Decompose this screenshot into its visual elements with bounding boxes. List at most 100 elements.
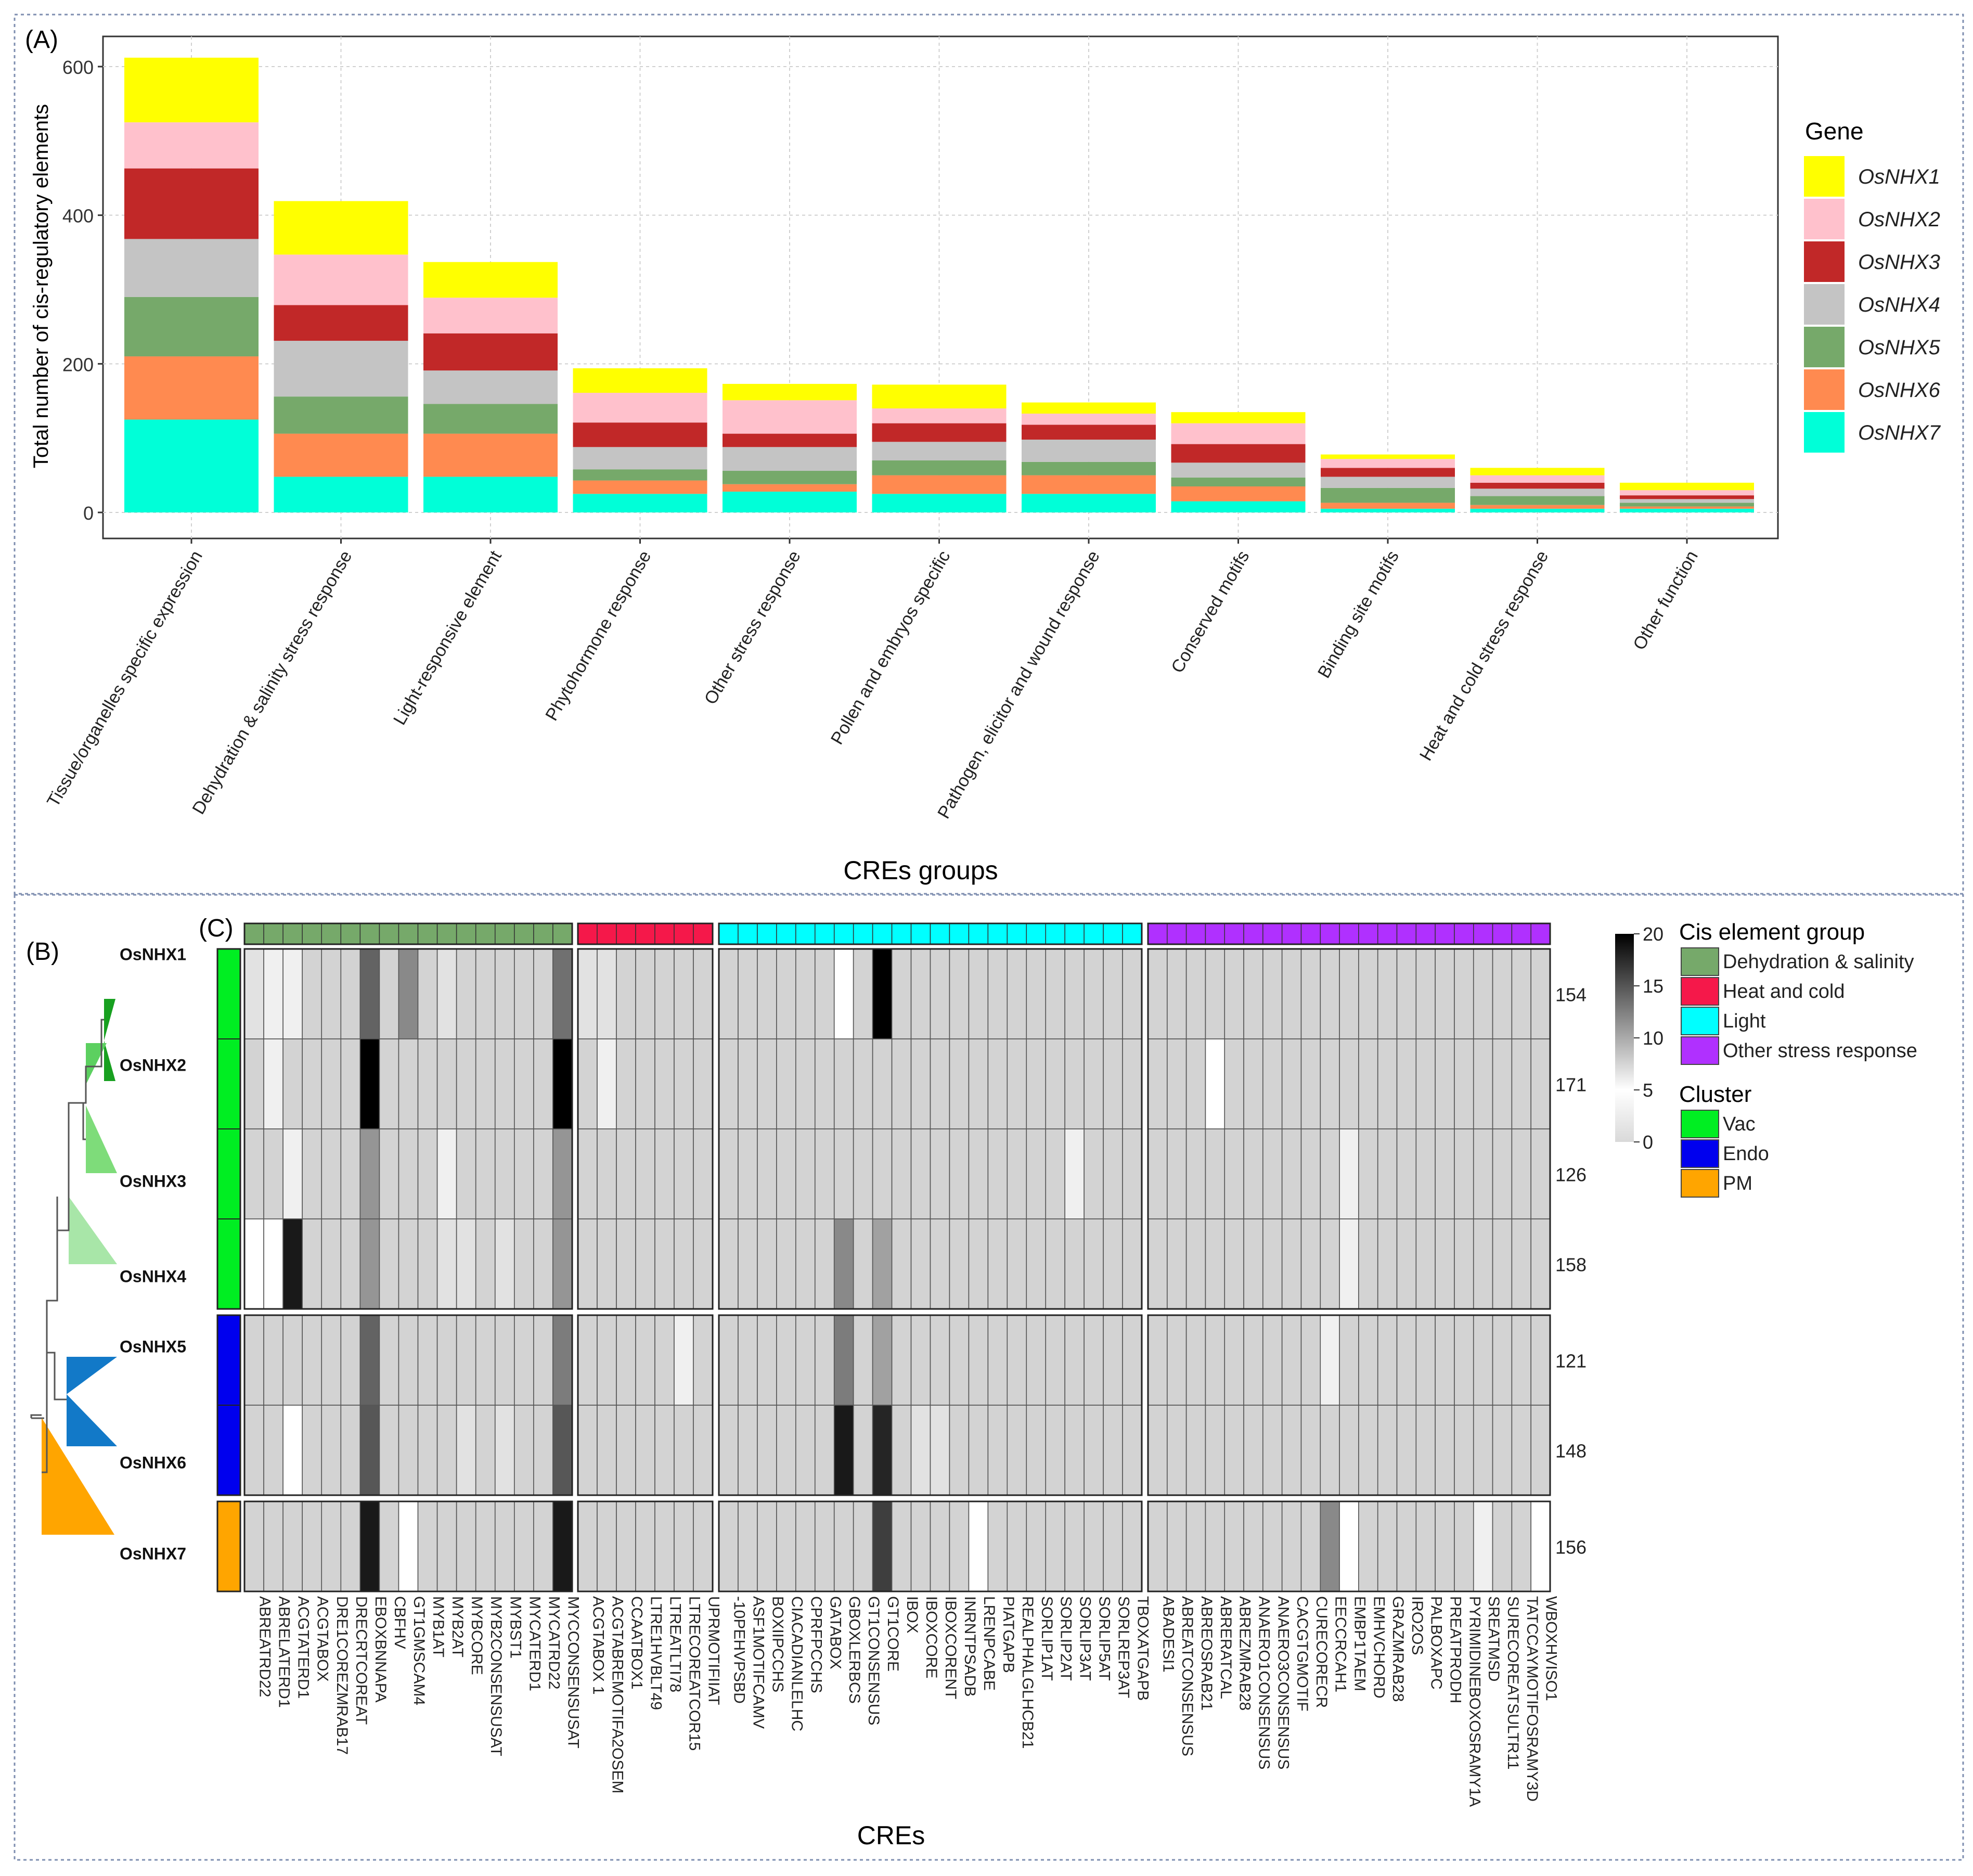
heat-cell-osnhx4-emhvchord xyxy=(1358,1218,1378,1309)
col-group-cell-ccaatbox1 xyxy=(616,923,636,945)
heat-cell-osnhx7-lrenpcabe xyxy=(968,1501,989,1592)
legend-swatch-osnhx7 xyxy=(1804,412,1845,453)
bar-segment-osnhx6-4 xyxy=(723,484,857,492)
bar-segment-osnhx4-1 xyxy=(274,341,408,397)
heat-cell-osnhx5-acgtaterd1 xyxy=(282,1315,303,1406)
bar-segment-osnhx1-7 xyxy=(1171,412,1306,423)
heat-cell-osnhx2-tboxatgapb xyxy=(1122,1038,1142,1129)
heat-cell-osnhx7-acgtabremotifa2osem xyxy=(597,1501,617,1592)
legend-swatch-osnhx2 xyxy=(1804,199,1845,239)
heat-cell-osnhx1-myb1at xyxy=(417,948,438,1039)
bar-segment-osnhx4-0 xyxy=(124,239,259,297)
bar-segment-osnhx7-6 xyxy=(1022,494,1156,512)
col-label-curecorecr: CURECORECR xyxy=(1313,1596,1330,1708)
heat-cell-osnhx3-gt1core xyxy=(872,1128,893,1219)
col-group-cell-lrenpcabe xyxy=(968,923,989,945)
tree-clade-osnhx7 xyxy=(42,1418,114,1535)
tree-label-osnhx3: OsNHX3 xyxy=(120,1172,186,1191)
heat-cell-osnhx4-mycatrd22 xyxy=(533,1218,553,1309)
heat-cell-osnhx1-mycatrd22 xyxy=(533,948,553,1039)
heat-cell-osnhx1-iro2os xyxy=(1396,948,1417,1039)
col-label-sorlip1at: SORLIP1AT xyxy=(1038,1596,1055,1681)
bar-segment-osnhx1-3 xyxy=(573,368,707,393)
heat-cell-osnhx6-anaero1consensus xyxy=(1243,1405,1263,1496)
heat-cell-osnhx5-cacgtgmotif xyxy=(1281,1315,1302,1406)
heat-cell-osnhx2-mybcore xyxy=(456,1038,476,1129)
col-group-cell-sorlip1at xyxy=(1026,923,1046,945)
col-group-cell-sorlrep3at xyxy=(1103,923,1123,945)
bar-segment-osnhx5-7 xyxy=(1171,477,1306,487)
heat-cell-osnhx5-acgtabox-1 xyxy=(577,1315,598,1406)
tree-clade-osnhx4 xyxy=(69,1197,117,1264)
heat-cell-osnhx7-realphalglhcb21 xyxy=(1007,1501,1027,1592)
heat-cell-osnhx6-acgtabox-1 xyxy=(577,1405,598,1496)
heat-cell-osnhx1-drecrtcoreat xyxy=(340,948,361,1039)
heat-cell-osnhx3-piatgapb xyxy=(987,1128,1008,1219)
heat-cell-osnhx3-myb2consensusat xyxy=(475,1128,496,1219)
col-group-cell-abrelaterd1 xyxy=(263,923,283,945)
row-totals: 154 171 126 158 121 148 156 xyxy=(1555,984,1587,1558)
bar-segment-osnhx5-3 xyxy=(573,469,707,481)
heat-cell-osnhx3-ciacadianlelhc xyxy=(776,1128,796,1219)
heat-cell-osnhx2-sorlip2at xyxy=(1045,1038,1065,1129)
col-label-iboxcore: IBOXCORE xyxy=(923,1596,940,1678)
heat-cell-osnhx2-gt1consensus xyxy=(853,1038,873,1129)
heat-cell-osnhx5-iboxcore xyxy=(910,1315,931,1406)
heat-cell-osnhx3-myb1at xyxy=(417,1128,438,1219)
col-label-gt1core: GT1CORE xyxy=(884,1596,901,1672)
heat-cell-osnhx4-myb1at xyxy=(417,1218,438,1309)
tree-clade-osnhx2-light xyxy=(86,1043,107,1085)
heat-cell-osnhx2-embp1taem xyxy=(1339,1038,1359,1129)
col-group-cell-gboxlerbcs xyxy=(833,923,854,945)
heat-cell-osnhx7-ltre1hvblt49 xyxy=(635,1501,655,1592)
heat-cell-osnhx1-dre1corezmrab17 xyxy=(321,948,342,1039)
y-tick-label: 200 xyxy=(62,354,94,375)
heat-cell-osnhx5-anaero3consensus xyxy=(1262,1315,1283,1406)
heat-cell-osnhx3-sorlrep3at xyxy=(1103,1128,1123,1219)
heat-cell-osnhx3-ltrecoreatcor15 xyxy=(674,1128,694,1219)
bar-segment-osnhx5-9 xyxy=(1470,496,1605,505)
heat-cell-osnhx4-cbfhv xyxy=(379,1218,399,1309)
heat-cell-osnhx6-embp1taem xyxy=(1339,1405,1359,1496)
heat-cell-osnhx2-gt1core xyxy=(872,1038,893,1129)
heat-cell-osnhx1-sorlip5at xyxy=(1084,948,1104,1039)
heat-cell-osnhx7-grazmrab28 xyxy=(1377,1501,1398,1592)
col-group-cell-gt1gmscam4 xyxy=(398,923,419,945)
heat-cell-osnhx2-anaero1consensus xyxy=(1243,1038,1263,1129)
heat-cell-osnhx1-ibox xyxy=(891,948,912,1039)
bar-segment-osnhx2-5 xyxy=(872,408,1007,423)
heat-cell-osnhx4-grazmrab28 xyxy=(1377,1218,1398,1309)
panel-c-label: (C) xyxy=(199,915,234,942)
x-tick-label-other-function: Other function xyxy=(1629,547,1702,653)
heat-cell-osnhx4-iboxcorent xyxy=(930,1218,950,1309)
heat-cell-osnhx3-asf1motifcamv xyxy=(738,1128,758,1219)
bar-segment-osnhx3-9 xyxy=(1470,482,1605,489)
col-group-cell-ciacadianlelhc xyxy=(776,923,796,945)
heat-cell-osnhx5-10pehvpsbd xyxy=(718,1315,739,1406)
heat-cell-osnhx5-eboxbnnapa xyxy=(359,1315,380,1406)
heat-cell-osnhx1-preatprodh xyxy=(1435,948,1455,1039)
heat-cell-osnhx5-embp1taem xyxy=(1339,1315,1359,1406)
heat-cell-osnhx7-anaero1consensus xyxy=(1243,1501,1263,1592)
heat-cell-osnhx7-dre1corezmrab17 xyxy=(321,1501,342,1592)
heat-cell-osnhx7-preatprodh xyxy=(1435,1501,1455,1592)
heat-cell-osnhx2-ccaatbox1 xyxy=(616,1038,636,1129)
heat-cell-osnhx3-abrezmrab28 xyxy=(1224,1128,1244,1219)
bar-segment-osnhx1-8 xyxy=(1321,454,1455,459)
heat-cell-osnhx4-mycaterd1 xyxy=(514,1218,534,1309)
heat-cell-osnhx7-ccaatbox1 xyxy=(616,1501,636,1592)
heat-cell-osnhx2-abrelaterd1 xyxy=(263,1038,283,1129)
heat-cell-osnhx1-10pehvpsbd xyxy=(718,948,739,1039)
heat-cell-osnhx1-grazmrab28 xyxy=(1377,948,1398,1039)
col-group-cell-realphalglhcb21 xyxy=(1007,923,1027,945)
col-label-mybcore: MYBCORE xyxy=(468,1596,485,1675)
heat-cell-osnhx4-abreatconsensus xyxy=(1167,1218,1187,1309)
heat-cell-osnhx6-eeccrcah1 xyxy=(1320,1405,1340,1496)
col-group-cell-embp1taem xyxy=(1339,923,1359,945)
heat-cell-osnhx4-sreatmsd xyxy=(1473,1218,1493,1309)
col-label-abreosrab21: ABREOSRAB21 xyxy=(1198,1596,1215,1711)
col-label-palboxapc: PALBOXAPC xyxy=(1428,1596,1445,1690)
heat-cell-osnhx5-drecrtcoreat xyxy=(340,1315,361,1406)
bar-segment-osnhx1-10 xyxy=(1620,482,1754,491)
heat-cell-osnhx3-abreratcal xyxy=(1205,1128,1226,1219)
